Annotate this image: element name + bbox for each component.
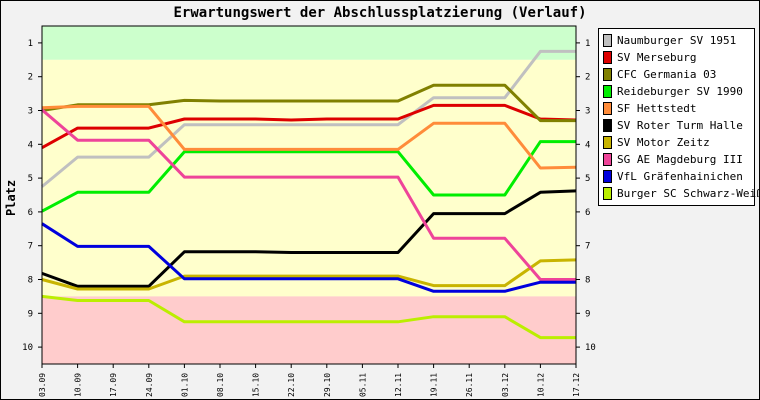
x-tick-label: 26.11	[465, 373, 474, 397]
series-line-7	[41, 108, 576, 281]
chart-title: Erwartungswert der Abschlussplatzierung …	[173, 5, 587, 21]
x-tick-label: 12.11	[394, 373, 403, 397]
y-tick-label-right: 3	[585, 107, 590, 117]
legend-label: SF Hettstedt	[617, 101, 697, 115]
x-tick-label: 08.10	[216, 373, 225, 397]
y-tick-label-right: 7	[585, 242, 590, 252]
legend-item: SV Roter Turm Halle	[603, 118, 743, 132]
legend-label: SV Roter Turm Halle	[617, 118, 743, 132]
x-tick-label: 03.09	[38, 373, 47, 397]
x-tick-label: 01.10	[180, 373, 189, 397]
y-tick-label-left: 10	[22, 343, 33, 353]
y-tick-label-left: 5	[28, 174, 33, 184]
x-tick-label: 10.09	[74, 373, 83, 397]
series-line-3	[41, 140, 576, 213]
legend-item: SV Merseburg	[603, 50, 696, 64]
legend-item: VfL Gräfenhainichen	[603, 169, 743, 183]
y-tick-label-right: 9	[585, 309, 590, 319]
legend-swatch	[603, 101, 612, 115]
legend-item: Naumburger SV 1951	[603, 33, 736, 47]
legend-swatch	[603, 118, 612, 132]
y-tick-label-left: 7	[28, 242, 33, 252]
x-tick-label: 19.11	[430, 373, 439, 397]
legend-swatch	[603, 169, 612, 183]
legend-swatch	[603, 135, 612, 149]
legend-item: CFC Germania 03	[603, 67, 716, 81]
legend-label: VfL Gräfenhainichen	[617, 169, 743, 183]
y-tick-label-right: 5	[585, 174, 590, 184]
x-tick-label: 03.12	[501, 373, 510, 397]
legend-swatch	[603, 67, 612, 81]
legend-item: SG AE Magdeburg III	[603, 152, 743, 166]
series-line-6	[41, 258, 577, 291]
legend-item: Burger SC Schwarz-Weiß	[603, 186, 760, 200]
legend-label: SG AE Magdeburg III	[617, 152, 743, 166]
x-tick-label: 17.09	[109, 373, 118, 397]
legend-swatch	[603, 50, 612, 64]
y-tick-label-left: 4	[28, 140, 33, 150]
background-band-0	[42, 26, 576, 60]
series-line-2	[41, 83, 576, 123]
series-line-8	[41, 222, 576, 293]
plot-border	[41, 25, 577, 365]
legend-label: CFC Germania 03	[617, 67, 717, 81]
series-line-1	[41, 103, 577, 150]
legend-label: SV Merseburg	[617, 50, 697, 64]
y-tick-label-right: 8	[585, 276, 590, 286]
y-tick-label-left: 1	[28, 39, 33, 49]
legend-item: SF Hettstedt	[603, 101, 696, 115]
legend-item: SV Motor Zeitz	[603, 135, 710, 149]
series-line-4	[41, 104, 577, 170]
background-band-2	[42, 296, 576, 364]
y-tick-label-right: 2	[585, 73, 590, 83]
x-tick-label: 29.10	[323, 373, 332, 397]
legend-label: Naumburger SV 1951	[617, 33, 737, 47]
y-tick-label-right: 6	[585, 208, 590, 218]
x-tick-label: 17.12	[572, 373, 581, 397]
y-tick-label-right: 10	[585, 343, 596, 353]
x-tick-label: 24.09	[145, 373, 154, 397]
legend: Naumburger SV 1951 SV Merseburg CFC German…	[598, 28, 760, 206]
series-line-0	[41, 49, 576, 188]
x-tick-label: 15.10	[252, 373, 261, 397]
x-tick-label: 05.11	[358, 373, 367, 397]
legend-label: Burger SC Schwarz-Weiß	[617, 186, 760, 200]
y-tick-label-right: 4	[585, 140, 590, 150]
legend-label: Reideburger SV 1990	[617, 84, 743, 98]
legend-swatch	[603, 186, 612, 200]
y-tick-label-left: 2	[28, 73, 33, 83]
legend-label: SV Motor Zeitz	[617, 135, 710, 149]
x-tick-label: 10.12	[536, 373, 545, 397]
legend-swatch	[603, 152, 612, 166]
legend-item: Reideburger SV 1990	[603, 84, 743, 98]
series-line-5	[41, 189, 577, 288]
y-tick-label-left: 3	[28, 107, 33, 117]
y-tick-label-left: 8	[28, 276, 33, 286]
y-tick-label-left: 6	[28, 208, 33, 218]
legend-swatch	[603, 84, 612, 98]
y-tick-label-right: 1	[585, 39, 590, 49]
y-tick-label-left: 9	[28, 309, 33, 319]
series-line-9	[41, 294, 576, 340]
x-tick-label: 22.10	[287, 373, 296, 397]
legend-swatch	[603, 33, 612, 47]
